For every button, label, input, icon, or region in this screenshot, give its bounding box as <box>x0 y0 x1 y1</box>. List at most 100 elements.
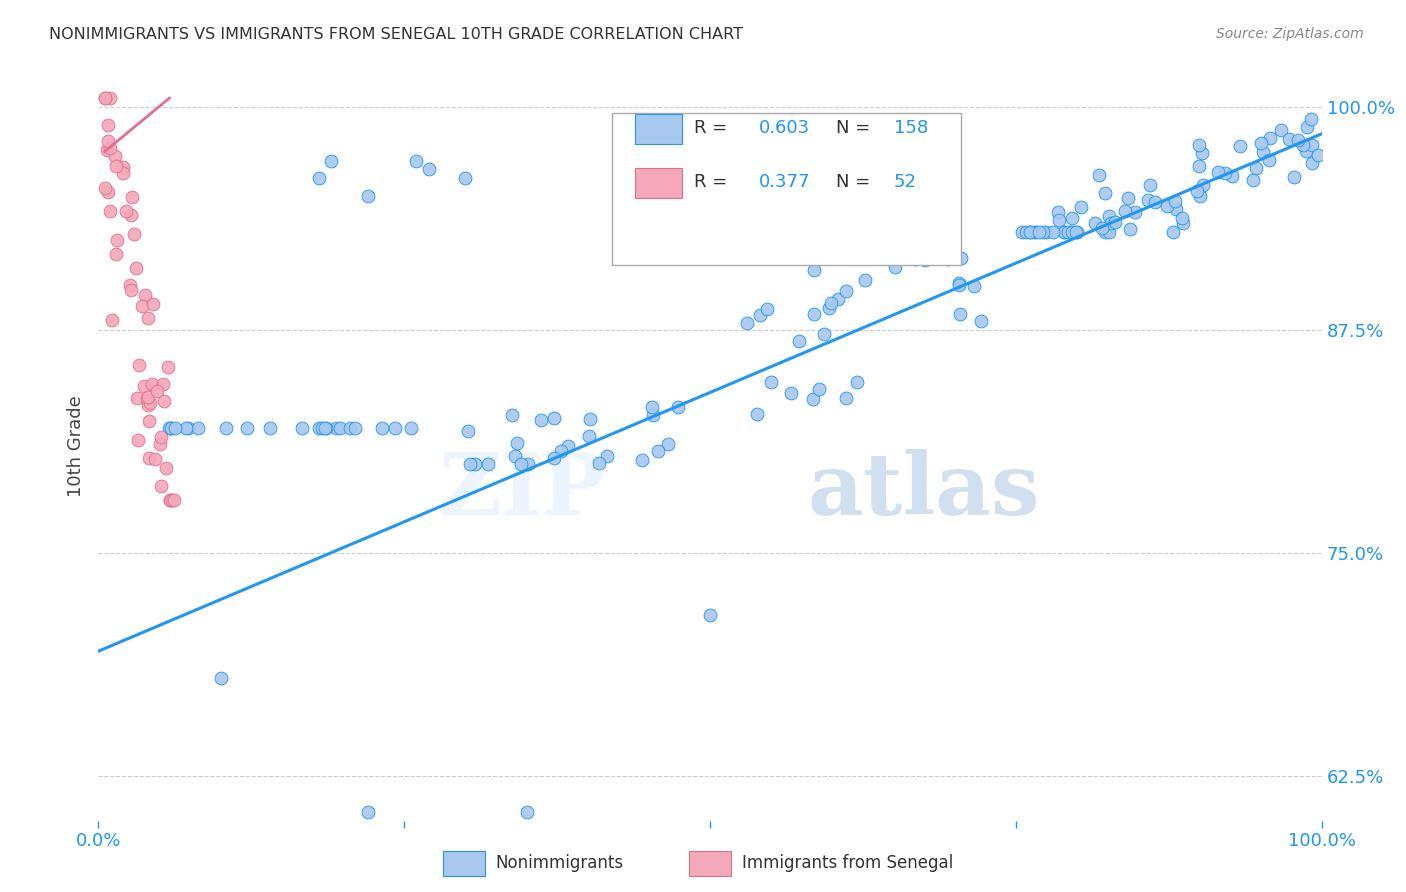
Point <box>131 299 153 313</box>
Point <box>1060 211 1083 225</box>
Text: Nonimmigrants: Nonimmigrants <box>495 855 623 872</box>
Point <box>1088 169 1111 183</box>
Point <box>159 421 181 435</box>
Point <box>503 449 526 463</box>
Point <box>1032 225 1054 239</box>
Point <box>138 414 160 428</box>
Point <box>152 376 174 391</box>
Point <box>100 313 122 327</box>
Point <box>1136 193 1159 207</box>
Point <box>454 171 477 186</box>
Point <box>963 279 986 293</box>
Point <box>236 421 259 435</box>
Point <box>949 307 972 321</box>
Point <box>308 171 330 186</box>
Point <box>853 273 876 287</box>
Point <box>1192 178 1215 192</box>
Point <box>139 396 162 410</box>
Text: NONIMMIGRANTS VS IMMIGRANTS FROM SENEGAL 10TH GRADE CORRELATION CHART: NONIMMIGRANTS VS IMMIGRANTS FROM SENEGAL… <box>49 27 744 42</box>
Point <box>813 326 835 341</box>
Point <box>1116 191 1139 205</box>
Point <box>1062 225 1084 239</box>
Point <box>1188 138 1211 153</box>
Point <box>115 203 138 218</box>
Point <box>125 391 148 405</box>
Point <box>1188 188 1211 202</box>
Point <box>1094 186 1116 200</box>
Point <box>699 608 721 623</box>
Point <box>97 118 120 132</box>
Point <box>631 453 654 467</box>
Point <box>97 186 120 200</box>
Point <box>209 671 232 685</box>
Point <box>641 400 664 414</box>
Point <box>384 421 406 435</box>
Point <box>1270 123 1292 137</box>
Point <box>1025 225 1047 239</box>
Point <box>315 421 337 435</box>
Point <box>817 301 839 315</box>
Point <box>149 437 172 451</box>
Point <box>128 358 150 372</box>
Point <box>477 457 499 471</box>
Point <box>104 247 127 261</box>
Point <box>1019 225 1042 239</box>
Point <box>291 421 314 435</box>
Text: N =: N = <box>837 172 876 191</box>
Point <box>214 421 236 435</box>
Text: 0.603: 0.603 <box>759 119 810 136</box>
Point <box>1244 161 1267 175</box>
Point <box>515 805 537 819</box>
Point <box>112 166 135 180</box>
Point <box>457 424 479 438</box>
Point <box>803 263 825 277</box>
Point <box>160 492 183 507</box>
Point <box>343 421 366 435</box>
Point <box>505 435 527 450</box>
Point <box>970 314 993 328</box>
Point <box>120 283 142 297</box>
Point <box>319 153 342 168</box>
Point <box>356 189 378 203</box>
Point <box>1052 225 1074 239</box>
Point <box>311 421 333 435</box>
Point <box>1094 225 1116 239</box>
Point <box>914 252 936 267</box>
Point <box>100 141 122 155</box>
Point <box>187 421 209 435</box>
Point <box>543 411 565 425</box>
Point <box>370 421 392 435</box>
Text: 158: 158 <box>894 119 928 136</box>
Point <box>460 457 482 471</box>
Point <box>1185 184 1208 198</box>
Point <box>136 393 159 408</box>
Point <box>153 393 176 408</box>
Point <box>94 181 117 195</box>
Point <box>1171 216 1194 230</box>
Point <box>1188 159 1211 173</box>
Point <box>820 295 842 310</box>
Point <box>174 421 197 435</box>
Point <box>779 385 801 400</box>
Point <box>578 429 600 443</box>
Point <box>756 301 779 316</box>
Point <box>579 412 602 426</box>
Point <box>1301 156 1323 170</box>
Point <box>1104 214 1126 228</box>
Point <box>1047 204 1070 219</box>
Point <box>399 421 422 435</box>
Point <box>160 421 183 435</box>
Point <box>883 260 905 274</box>
Text: R =: R = <box>695 172 733 191</box>
Point <box>134 379 156 393</box>
Point <box>666 401 689 415</box>
Point <box>127 433 149 447</box>
Point <box>329 421 352 435</box>
Point <box>557 439 579 453</box>
Point <box>936 252 959 266</box>
Point <box>314 421 336 435</box>
Point <box>1301 138 1323 153</box>
Point <box>177 421 200 435</box>
Point <box>596 449 619 463</box>
Point <box>1057 225 1080 239</box>
